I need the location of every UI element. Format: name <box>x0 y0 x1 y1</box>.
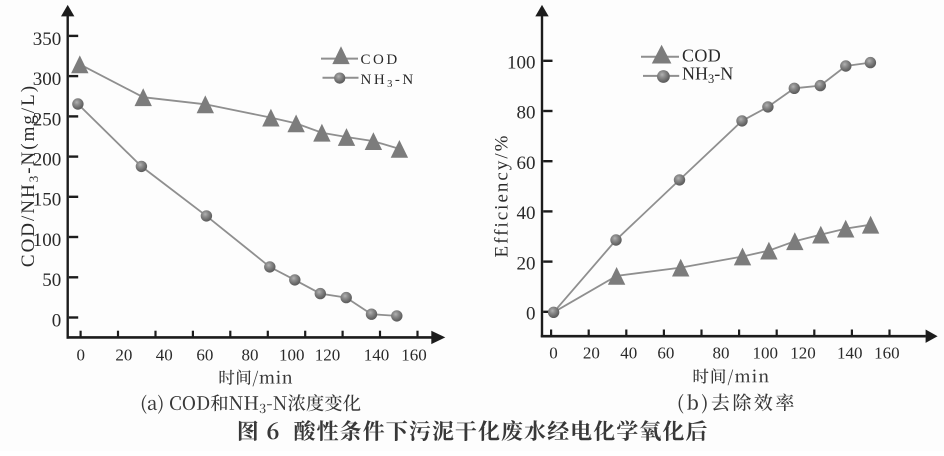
svg-text:0: 0 <box>76 346 85 365</box>
svg-text:350: 350 <box>33 29 62 50</box>
svg-text:40: 40 <box>620 344 637 363</box>
svg-text:80: 80 <box>713 344 730 363</box>
svg-text:0: 0 <box>526 304 536 325</box>
svg-text:120: 120 <box>790 344 816 363</box>
svg-text:100: 100 <box>279 346 305 365</box>
svg-text:200: 200 <box>33 150 62 171</box>
svg-text:300: 300 <box>33 69 62 90</box>
svg-text:60: 60 <box>517 153 536 174</box>
svg-text:140: 140 <box>837 344 863 363</box>
svg-text:100: 100 <box>753 344 779 363</box>
svg-text:40: 40 <box>156 346 173 365</box>
svg-text:NH3-N: NH3-N <box>361 72 416 90</box>
svg-text:COD: COD <box>361 52 400 68</box>
svg-text:20: 20 <box>583 344 600 363</box>
svg-text:40: 40 <box>517 203 536 224</box>
svg-text:0: 0 <box>549 344 558 363</box>
svg-text:160: 160 <box>401 346 427 365</box>
svg-text:20: 20 <box>517 253 536 274</box>
svg-text:100: 100 <box>33 230 62 251</box>
svg-text:60: 60 <box>657 344 674 363</box>
svg-text:Efficiency/%: Efficiency/% <box>492 134 513 258</box>
svg-text:20: 20 <box>115 346 132 365</box>
svg-text:COD/NH3-N(mg/L): COD/NH3-N(mg/L) <box>18 84 41 267</box>
svg-text:80: 80 <box>242 346 259 365</box>
svg-text:COD: COD <box>682 46 721 66</box>
svg-text:0: 0 <box>52 310 62 331</box>
svg-text:250: 250 <box>33 109 62 130</box>
svg-text:160: 160 <box>874 344 900 363</box>
svg-text:150: 150 <box>33 190 62 211</box>
svg-text:50: 50 <box>42 270 61 291</box>
svg-text:120: 120 <box>315 346 341 365</box>
svg-text:60: 60 <box>196 346 213 365</box>
svg-text:100: 100 <box>507 53 536 74</box>
svg-text:80: 80 <box>517 103 536 124</box>
svg-text:NH3-N: NH3-N <box>682 64 733 87</box>
svg-text:140: 140 <box>364 346 390 365</box>
